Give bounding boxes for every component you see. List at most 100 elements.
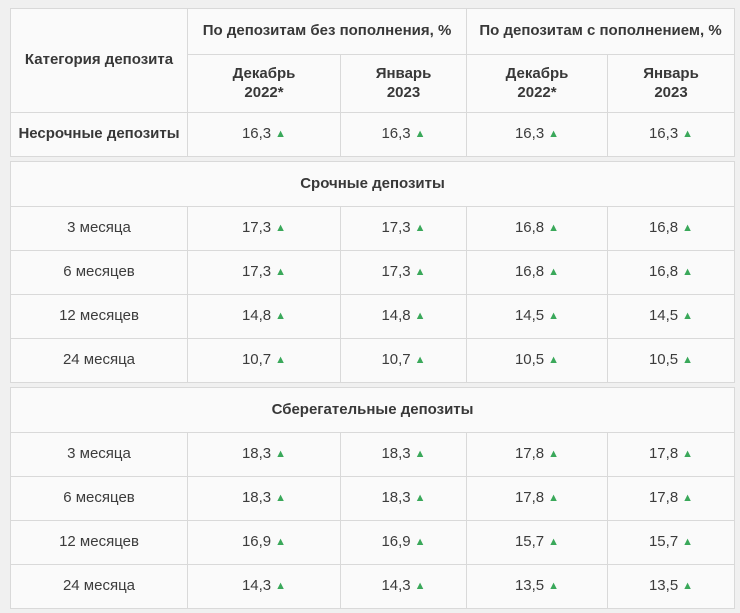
rate-cell: 17,3 ▲: [340, 250, 467, 295]
section-title: Срочные депозиты: [9, 161, 736, 207]
section-header-savings-deposits: Сберегательные депозиты: [9, 387, 736, 433]
rate-cell: 16,3 ▲: [339, 112, 468, 157]
trend-up-icon: ▲: [275, 222, 287, 235]
trend-up-icon: ▲: [275, 128, 287, 141]
rate-cell: 17,3 ▲: [187, 250, 341, 295]
rate-cell: 17,8 ▲: [466, 432, 608, 477]
rate-cell: 16,8 ▲: [466, 250, 608, 295]
rate-cell: 10,7 ▲: [340, 338, 467, 383]
table-row-demand-deposits: Несрочные депозиты 16,3 ▲ 16,3 ▲ 16,3 ▲ 16,…: [10, 112, 736, 157]
trend-up-icon: ▲: [275, 492, 287, 505]
row-label: 6 месяцев: [10, 250, 188, 295]
period-header-dec-2022-no-topup: Декабрь 2022*: [187, 54, 341, 113]
rate-value: 13,5: [648, 577, 679, 595]
table-row-3-months: 3 месяца 18,3 ▲ 18,3 ▲ 17,8 ▲ 17,8 ▲: [10, 432, 736, 477]
rate-value: 17,3: [241, 263, 272, 281]
trend-up-icon: ▲: [414, 448, 426, 461]
table-row-6-months: 6 месяцев 17,3 ▲ 17,3 ▲ 16,8 ▲ 16,8 ▲: [10, 250, 736, 295]
table-row-12-months: 12 месяцев 14,8 ▲ 14,8 ▲ 14,5 ▲ 14,5 ▲: [10, 294, 736, 339]
row-label: 6 месяцев: [10, 476, 188, 521]
rate-value: 15,7: [648, 533, 679, 551]
section-header-term-deposits: Срочные депозиты: [9, 161, 736, 207]
rate-value: 15,7: [514, 533, 545, 551]
trend-up-icon: ▲: [548, 128, 560, 141]
section-title: Сберегательные депозиты: [9, 387, 736, 433]
rate-value: 16,3: [514, 125, 545, 143]
rates-table-header-block: Категория депозита По депозитам без попо…: [10, 8, 736, 157]
rate-value: 18,3: [381, 445, 411, 463]
rate-cell: 16,8 ▲: [606, 250, 736, 295]
rate-value: 10,7: [381, 351, 411, 369]
trend-up-icon: ▲: [548, 492, 560, 505]
period-header-row: Декабрь 2022* Январь 2023 Декабрь 2022* Янв…: [11, 54, 736, 113]
trend-up-icon: ▲: [682, 580, 694, 593]
trend-up-icon: ▲: [548, 222, 560, 235]
rate-value: 16,8: [648, 219, 679, 237]
rate-cell: 16,8 ▲: [466, 206, 608, 251]
trend-up-icon: ▲: [548, 266, 560, 279]
table-row-12-months: 12 месяцев 16,9 ▲ 16,9 ▲ 15,7 ▲ 15,7 ▲: [10, 520, 736, 565]
rate-value: 17,8: [514, 489, 545, 507]
trend-up-icon: ▲: [275, 266, 287, 279]
rate-value: 10,5: [514, 351, 545, 369]
period-header-jan-2023-no-topup: Январь 2023: [339, 54, 468, 113]
rate-cell: 17,3 ▲: [187, 206, 341, 251]
rate-cell: 13,5 ▲: [606, 564, 736, 609]
trend-up-icon: ▲: [414, 222, 426, 235]
rate-value: 16,9: [241, 533, 272, 551]
rate-cell: 16,9 ▲: [340, 520, 467, 565]
table-row-6-months: 6 месяцев 18,3 ▲ 18,3 ▲ 17,8 ▲ 17,8 ▲: [10, 476, 736, 521]
rate-cell: 10,5 ▲: [466, 338, 608, 383]
group-header-no-topup: По депозитам без пополнения, %: [186, 8, 468, 55]
row-label: 12 месяцев: [10, 520, 188, 565]
trend-up-icon: ▲: [548, 580, 560, 593]
rate-value: 14,5: [648, 307, 679, 325]
rate-value: 17,8: [514, 445, 545, 463]
trend-up-icon: ▲: [682, 128, 694, 141]
trend-up-icon: ▲: [548, 310, 560, 323]
rate-cell: 18,3 ▲: [340, 432, 467, 477]
rate-value: 16,3: [648, 125, 679, 143]
rate-value: 17,3: [381, 263, 411, 281]
trend-up-icon: ▲: [682, 266, 694, 279]
period-header-dec-2022-with-topup: Декабрь 2022*: [466, 54, 609, 113]
rate-value: 14,5: [514, 307, 545, 325]
trend-up-icon: ▲: [414, 492, 426, 505]
trend-up-icon: ▲: [275, 580, 287, 593]
rate-value: 16,9: [381, 533, 411, 551]
rate-cell: 15,7 ▲: [466, 520, 608, 565]
rates-table-term-deposits-block: Срочные депозиты 3 месяца 17,3 ▲ 17,3 ▲ 16…: [9, 161, 736, 383]
trend-up-icon: ▲: [275, 354, 287, 367]
group-header-with-topup: По депозитам с пополнением, %: [466, 8, 736, 55]
rate-cell: 18,3 ▲: [340, 476, 467, 521]
rate-value: 14,8: [381, 307, 411, 325]
rate-cell: 17,3 ▲: [340, 206, 467, 251]
row-label: 3 месяца: [10, 432, 188, 477]
rate-value: 16,3: [241, 125, 272, 143]
trend-up-icon: ▲: [414, 266, 426, 279]
trend-up-icon: ▲: [414, 128, 426, 141]
rate-cell: 15,7 ▲: [606, 520, 736, 565]
trend-up-icon: ▲: [682, 536, 694, 549]
period-month: Январь: [643, 64, 699, 82]
period-month: Январь: [375, 64, 432, 82]
row-label: 12 месяцев: [10, 294, 188, 339]
rate-cell: 14,3 ▲: [340, 564, 467, 609]
rate-value: 17,8: [648, 445, 679, 463]
row-label: 3 месяца: [10, 206, 188, 251]
rate-cell: 18,3 ▲: [187, 432, 341, 477]
rate-cell: 14,8 ▲: [187, 294, 341, 339]
rate-value: 16,8: [648, 263, 679, 281]
rate-cell: 17,8 ▲: [606, 432, 736, 477]
period-header-jan-2023-with-topup: Январь 2023: [607, 54, 736, 113]
rate-cell: 16,3 ▲: [187, 112, 341, 157]
trend-up-icon: ▲: [548, 536, 560, 549]
table-row-24-months: 24 месяца 10,7 ▲ 10,7 ▲ 10,5 ▲ 10,5 ▲: [10, 338, 736, 383]
rate-cell: 10,7 ▲: [187, 338, 341, 383]
trend-up-icon: ▲: [414, 310, 426, 323]
trend-up-icon: ▲: [682, 310, 694, 323]
rate-value: 16,8: [514, 219, 545, 237]
rate-value: 18,3: [241, 445, 272, 463]
table-row-3-months: 3 месяца 17,3 ▲ 17,3 ▲ 16,8 ▲ 16,8 ▲: [10, 206, 736, 251]
rate-value: 10,7: [241, 351, 272, 369]
